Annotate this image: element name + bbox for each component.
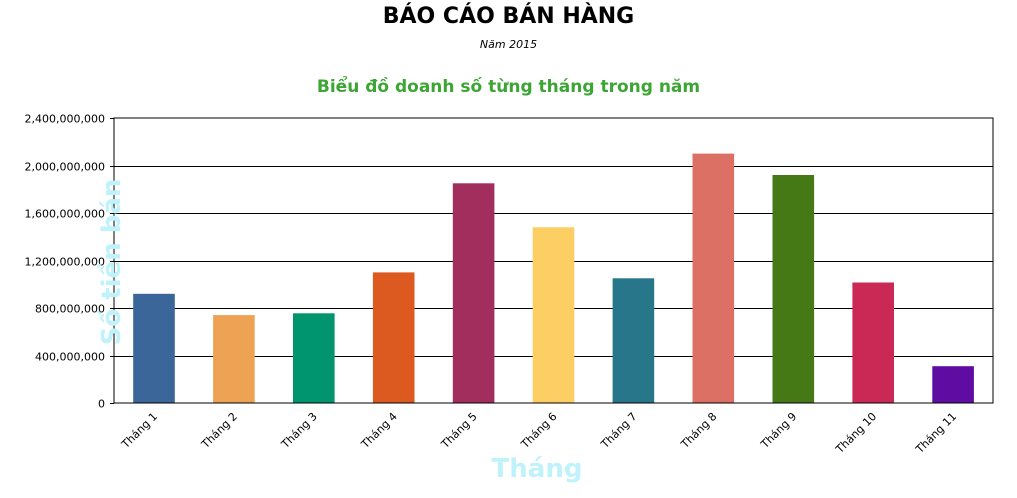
bar-1	[133, 293, 175, 404]
y-tick-label: 0	[98, 398, 105, 411]
bar-6	[532, 227, 575, 404]
x-tick-label: Tháng 5	[438, 410, 480, 452]
y-tick-label: 800,000,000	[35, 303, 105, 316]
x-axis-title: Tháng	[492, 454, 583, 484]
chart-title: Biểu đồ doanh số từng tháng trong năm	[316, 77, 701, 97]
x-tick-label: Tháng 11	[913, 410, 960, 457]
x-tick-label: Tháng 3	[278, 410, 320, 452]
x-tick-label: Tháng 8	[678, 410, 720, 452]
bar-5	[452, 183, 495, 403]
bar-8	[692, 153, 735, 403]
y-axis-title: Số tiền bán	[96, 179, 127, 346]
bar-10	[852, 282, 894, 403]
plot-area-border	[113, 117, 994, 404]
y-axis-ticks: 0 400,000,000 800,000,000 1,200,000,000 1,60…	[25, 113, 114, 411]
x-tick-label: Tháng 4	[358, 410, 400, 452]
x-axis-ticks: Tháng 1 Tháng 2 Tháng 3 Tháng 4 Tháng 5 Tháng…	[118, 410, 959, 457]
bar-3	[293, 313, 335, 403]
bar-9	[772, 175, 815, 403]
bars	[133, 153, 974, 404]
y-tick-label: 1,200,000,000	[25, 256, 105, 269]
x-tick-label: Tháng 6	[518, 410, 560, 452]
y-tick-label: 2,400,000,000	[25, 113, 105, 126]
x-tick-label: Tháng 2	[198, 410, 240, 452]
x-tick-label: Tháng 1	[118, 410, 160, 452]
y-tick-label: 2,000,000,000	[25, 161, 105, 174]
x-tick-label: Tháng 9	[758, 410, 800, 452]
report-subtitle: Năm 2015	[479, 38, 538, 51]
x-tick-label: Tháng 7	[598, 410, 640, 452]
bar-7	[612, 278, 655, 403]
x-tick-label: Tháng 10	[833, 410, 880, 457]
bar-11	[932, 366, 974, 403]
bar-4	[372, 272, 415, 403]
y-tick-label: 1,600,000,000	[25, 208, 105, 221]
bar-2	[213, 315, 255, 403]
report-title: BÁO CÁO BÁN HÀNG	[382, 4, 635, 29]
y-tick-label: 400,000,000	[35, 351, 105, 364]
